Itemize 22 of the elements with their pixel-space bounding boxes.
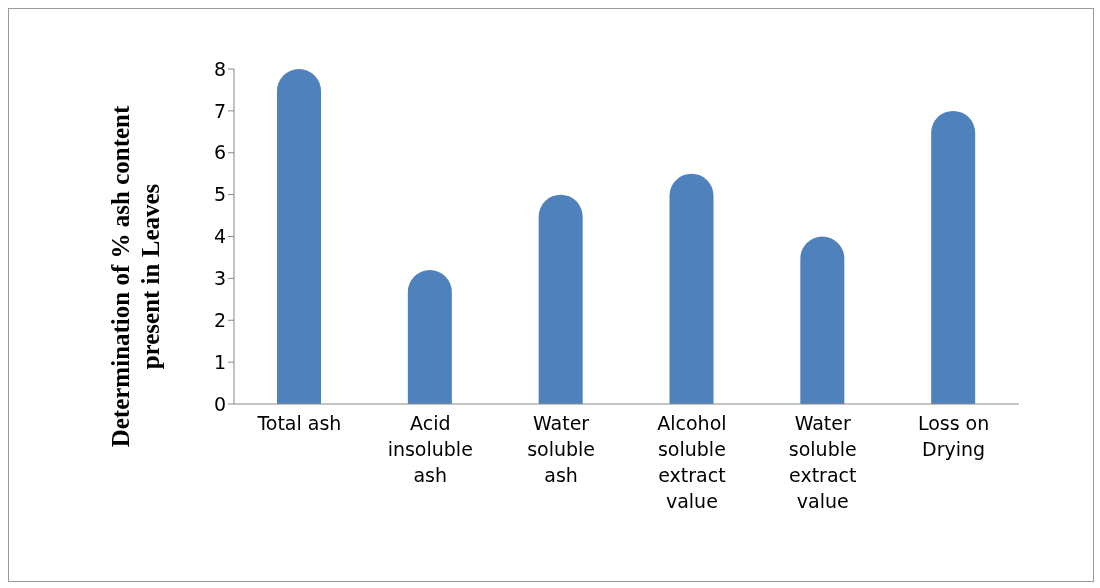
y-tick-label: 1 (213, 350, 226, 373)
y-tick-label: 4 (213, 225, 226, 248)
y-tick-label: 6 (213, 141, 226, 164)
bar (277, 69, 321, 404)
x-tick-label: Loss on Drying (917, 412, 990, 460)
x-tick-label: Alcohol soluble extract value (657, 412, 727, 512)
y-tick-label: 2 (213, 308, 226, 331)
bar (669, 173, 714, 404)
x-tick-label: Water soluble extract value (788, 412, 857, 512)
y-tick-label: 0 (213, 392, 226, 415)
y-tick-label: 7 (213, 99, 226, 122)
y-tick-label: 3 (213, 267, 226, 290)
y-tick-label: 5 (213, 183, 226, 206)
x-tick-label: Acid insoluble ash (387, 412, 473, 486)
bar (931, 110, 976, 404)
y-axis-title: Determination of % ash content present in Leaves (107, 105, 164, 448)
y-tick-label: 8 (213, 57, 226, 80)
bar (407, 270, 452, 404)
x-tick-label: Water soluble ash (527, 412, 596, 486)
x-tick-label: Total ash (256, 412, 342, 434)
bar (800, 236, 845, 404)
bar (538, 194, 583, 404)
